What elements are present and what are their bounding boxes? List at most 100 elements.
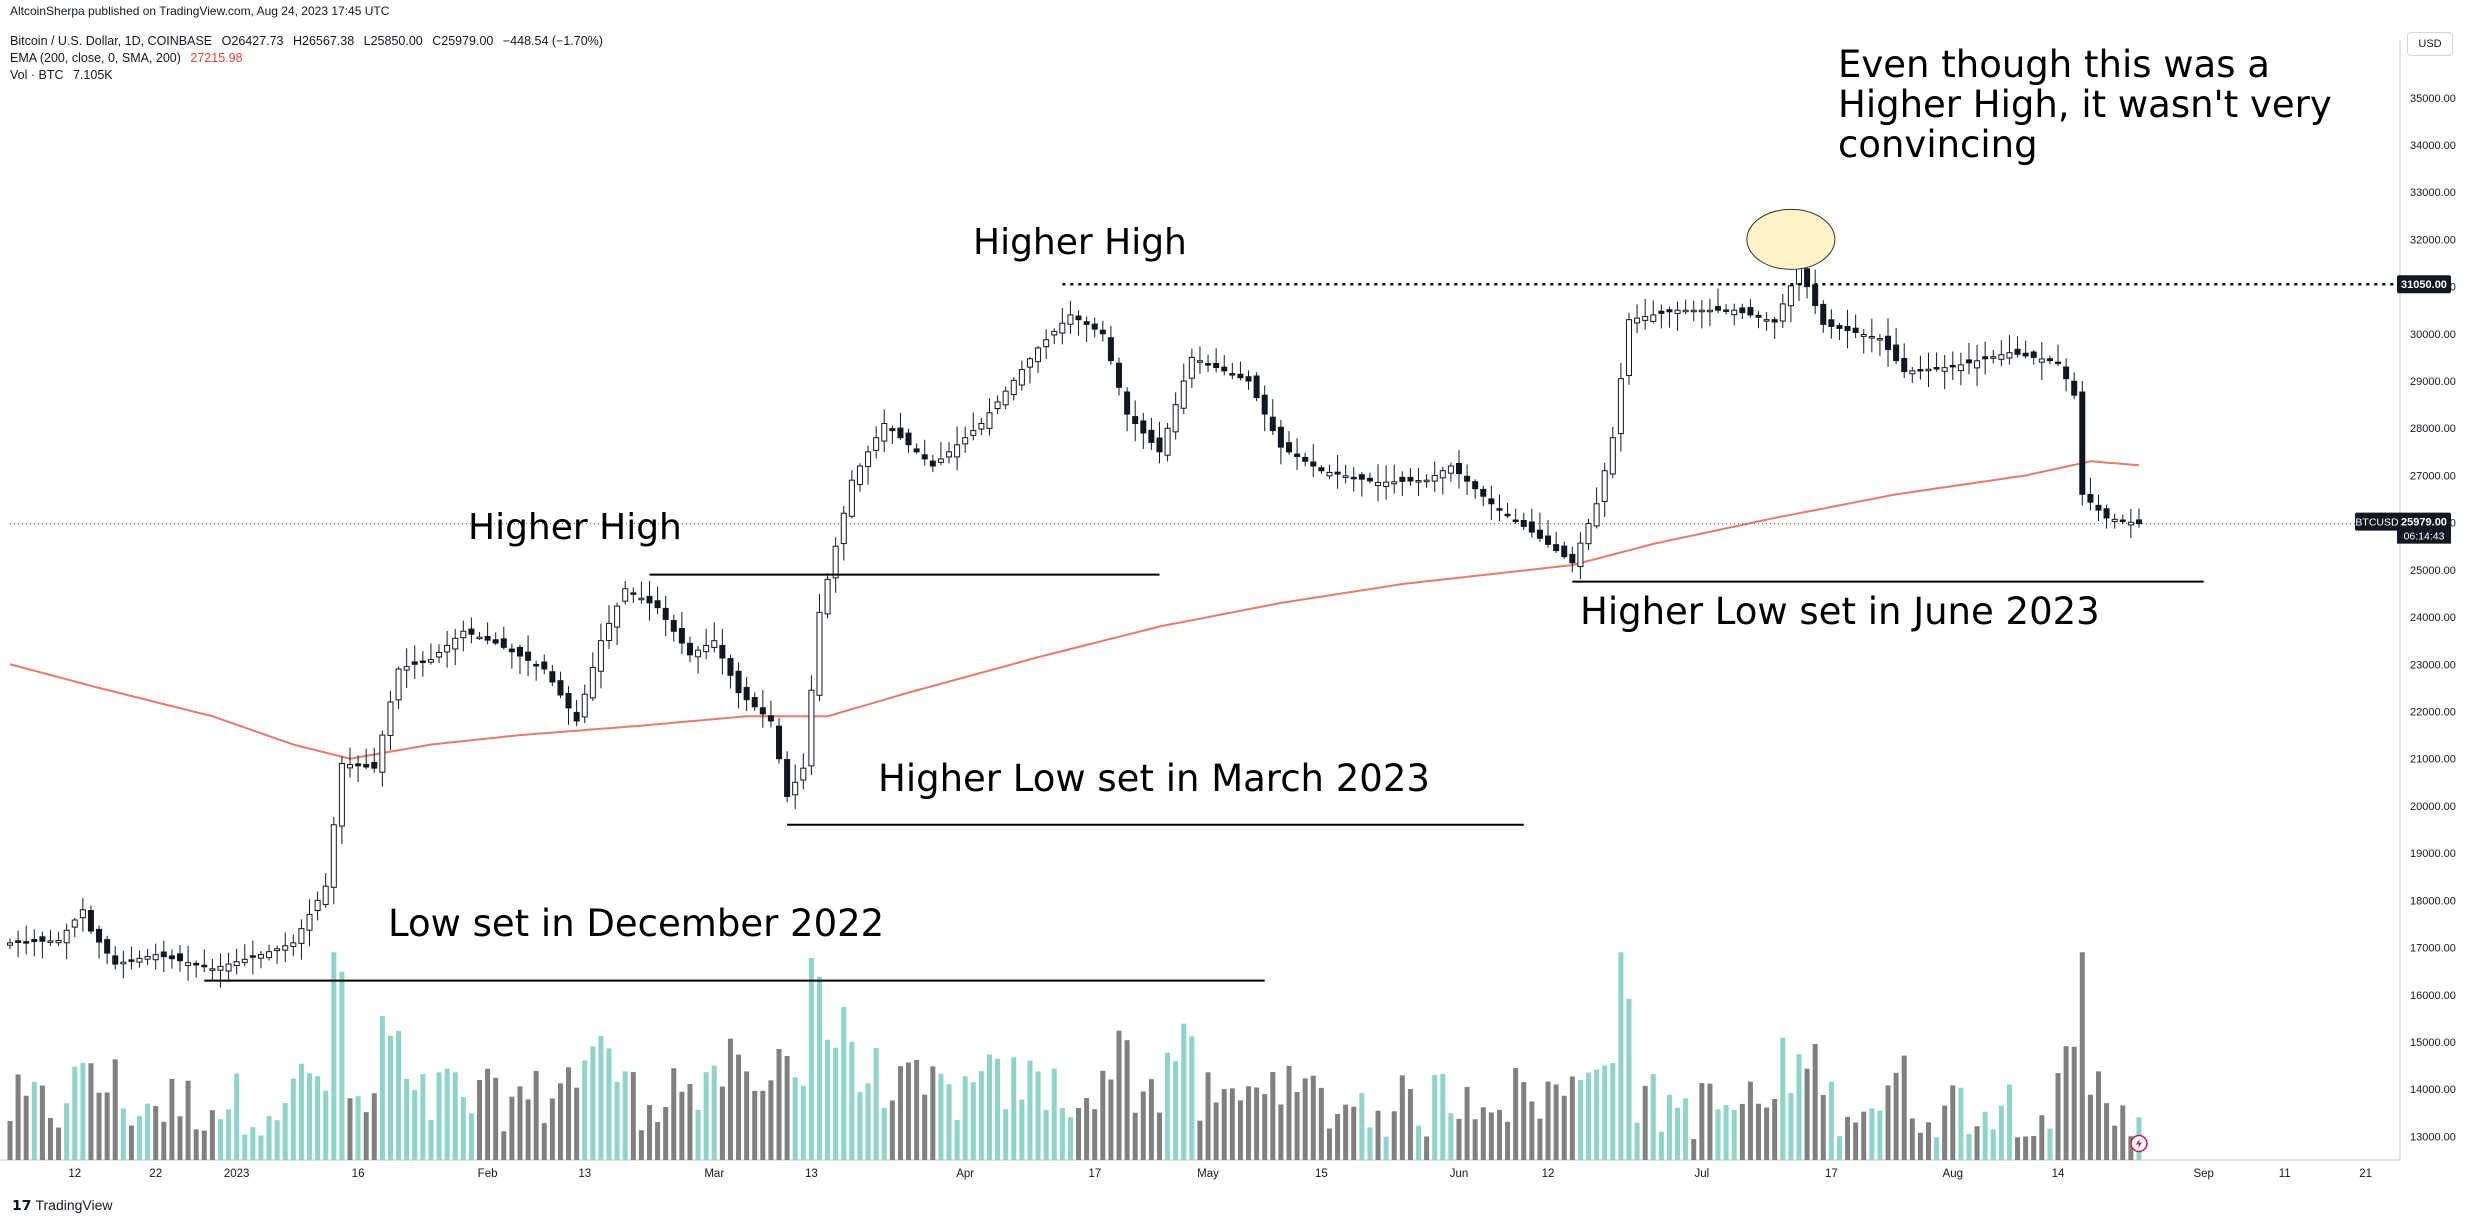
volume-bar <box>1092 1109 1098 1160</box>
candle-body <box>104 939 111 954</box>
volume-bar <box>468 1113 474 1160</box>
volume-bar <box>841 1006 847 1160</box>
volume-bar <box>428 1119 434 1160</box>
candle-body <box>654 600 661 609</box>
volume-bar <box>598 1035 604 1160</box>
price-tick-label: 24000.00 <box>2410 612 2456 624</box>
volume-bar <box>1464 1086 1470 1160</box>
candle-body <box>1828 319 1835 327</box>
price-tick-label: 29000.00 <box>2410 376 2456 388</box>
volume-bar <box>47 1117 53 1160</box>
ema-label: EMA (200, close, 0, SMA, 200) <box>10 51 181 65</box>
candle-body <box>881 423 888 442</box>
candle-body <box>1342 475 1349 478</box>
candle-body <box>1998 354 2005 360</box>
candle-body <box>346 764 353 769</box>
volume-bar <box>120 1108 126 1160</box>
candle-body <box>484 635 491 641</box>
volume-bar <box>460 1097 466 1160</box>
volume-bar <box>970 1082 976 1160</box>
volume-bar <box>226 1109 232 1160</box>
currency-button[interactable]: USD <box>2407 32 2453 56</box>
volume-bar <box>1901 1055 1907 1160</box>
volume-bar <box>808 958 814 1160</box>
candle-body <box>630 592 637 595</box>
volume-bar <box>1229 1088 1235 1160</box>
volume-bar <box>914 1060 920 1160</box>
candle-body <box>257 954 264 959</box>
volume-bar <box>938 1073 944 1160</box>
candle-body <box>824 578 831 615</box>
volume-bar <box>1537 1118 1543 1160</box>
volume-bar <box>2015 1137 2021 1160</box>
ohlc-open: O26427.73 <box>221 34 284 48</box>
candle-body <box>1820 303 1827 325</box>
volume-bar <box>242 1134 248 1160</box>
volume-bar <box>1974 1126 1980 1160</box>
volume-bar <box>719 1086 725 1160</box>
candle-body <box>1043 339 1050 348</box>
note-line-1: Even though this was a <box>1838 43 2270 86</box>
volume-bar <box>736 1054 742 1160</box>
candle-body <box>39 936 46 942</box>
volume-bar <box>1003 1109 1009 1160</box>
volume-bar <box>1140 1091 1146 1160</box>
price-tick-label: 20000.00 <box>2410 801 2456 813</box>
candle-body <box>1423 479 1430 483</box>
candle-body <box>1723 309 1730 312</box>
candle-body <box>136 957 143 963</box>
volume-bar <box>1950 1085 1956 1160</box>
candle-body <box>1026 358 1033 368</box>
candle-body <box>249 955 256 958</box>
tradingview-logo-icon: 𝟭𝟳 <box>12 1197 32 1213</box>
candle-body <box>1625 319 1632 377</box>
volume-bar <box>137 1115 143 1160</box>
volume-bar <box>64 1103 70 1160</box>
candle-body <box>436 651 443 658</box>
volume-bar <box>727 1038 733 1160</box>
candle-body <box>614 605 621 628</box>
volume-bar <box>792 1077 798 1160</box>
candle-body <box>266 951 273 959</box>
volume-bar <box>1958 1087 1964 1160</box>
tradingview-footer[interactable]: 𝟭𝟳 TradingView <box>12 1197 113 1214</box>
volume-bar <box>258 1135 264 1160</box>
volume-bar <box>622 1071 628 1160</box>
candle-body <box>889 428 896 432</box>
volume-bar <box>525 1099 531 1160</box>
volume-bar <box>436 1072 442 1160</box>
volume-bar <box>177 1116 183 1160</box>
volume-bar <box>1828 1081 1834 1160</box>
volume-bar <box>1189 1036 1195 1160</box>
candle-body <box>1804 268 1811 288</box>
candle-body <box>6 942 14 946</box>
price-tick-label: 25000.00 <box>2410 565 2456 577</box>
volume-bar <box>1755 1103 1762 1160</box>
volume-bar <box>1893 1072 1899 1160</box>
candle-body <box>686 642 693 656</box>
time-tick-label: 13 <box>805 1168 818 1180</box>
volume-value: 7.105K <box>72 68 113 82</box>
candle-body <box>929 460 936 467</box>
candle-body <box>1156 437 1163 453</box>
candle-body <box>96 928 103 943</box>
candle-body <box>1140 420 1147 434</box>
volume-bar <box>1820 1095 1826 1160</box>
price-tick-label: 23000.00 <box>2410 659 2456 671</box>
volume-bar <box>347 1098 353 1160</box>
candle-body <box>1366 477 1373 482</box>
volume-bar <box>800 1085 806 1160</box>
volume-bar <box>1043 1109 1049 1160</box>
volume-bar <box>638 1130 644 1160</box>
ohlc-close: C25979.00 <box>432 34 494 48</box>
volume-bar <box>1658 1131 1664 1160</box>
candle-body <box>1593 503 1600 527</box>
candle-body <box>1010 379 1017 396</box>
candle-body <box>1974 360 1981 369</box>
candle-body <box>31 939 38 943</box>
candle-body <box>2030 351 2037 358</box>
candle-body <box>338 762 345 827</box>
volume-bar <box>1764 1107 1770 1160</box>
volume-bar <box>96 1092 102 1160</box>
